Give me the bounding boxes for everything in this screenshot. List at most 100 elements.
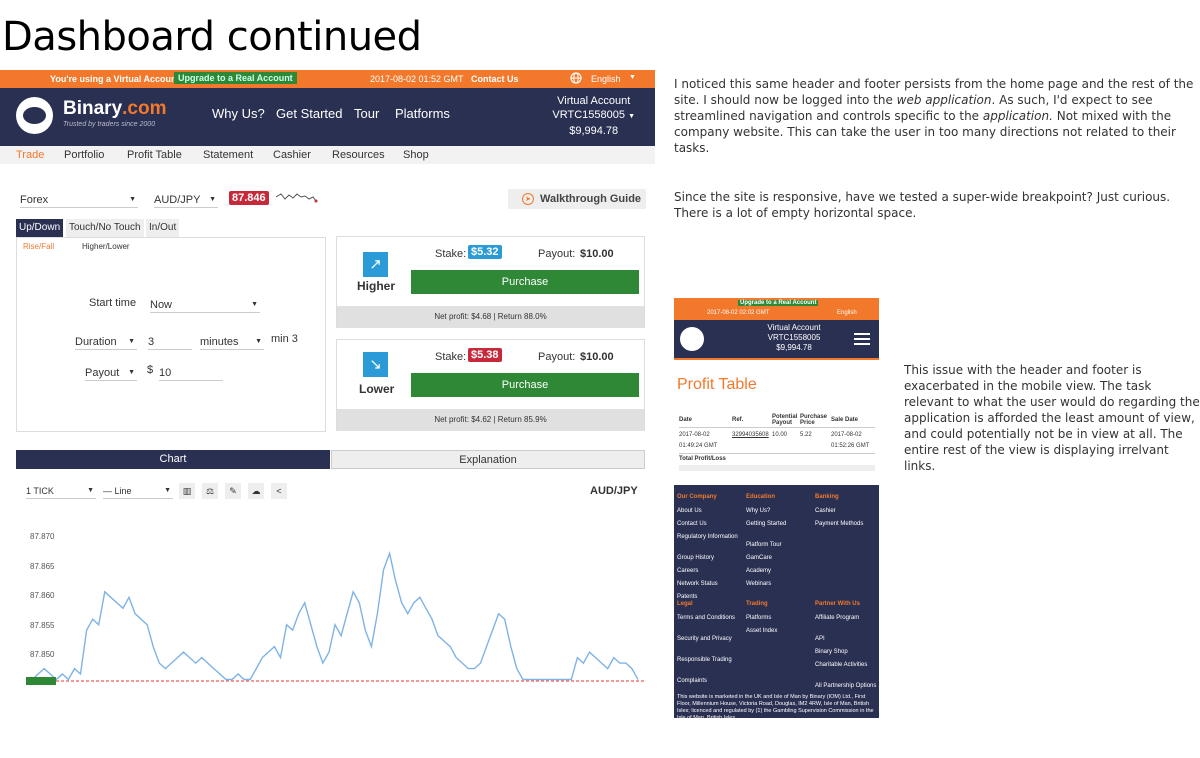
duration-type-select[interactable]: Duration ▼ — [75, 336, 137, 350]
menu-resources[interactable]: Resources — [332, 149, 385, 161]
note-mobile: This issue with the header and footer is… — [904, 363, 1200, 473]
lower-purchase-button[interactable]: Purchase — [411, 373, 639, 397]
tab-explanation[interactable]: Explanation — [331, 450, 645, 469]
higher-purchase-button[interactable]: Purchase — [411, 270, 639, 294]
tab-touch-no-touch[interactable]: Touch/No Touch — [66, 219, 144, 237]
footer-link[interactable]: GamCare — [746, 555, 773, 561]
chevron-down-icon: ▼ — [251, 301, 258, 308]
footer-link[interactable]: Contact Us — [677, 521, 707, 527]
duration-input[interactable]: 3 — [148, 334, 192, 350]
table-cell-ref-link[interactable]: 32994035608 — [732, 432, 769, 438]
footer-link[interactable]: Asset Index — [746, 628, 778, 634]
table-cell: 01:52:26 GMT — [831, 443, 870, 449]
menu-portfolio[interactable]: Portfolio — [64, 149, 105, 161]
mobile-server-time: 2017-08-02 02:02 GMT — [707, 310, 770, 316]
table-scrollbar[interactable] — [679, 465, 875, 471]
menu-trade[interactable]: Trade — [16, 149, 45, 161]
nav-why-us[interactable]: Why Us? — [212, 106, 265, 121]
nav-tour[interactable]: Tour — [354, 106, 380, 121]
col-header-sale-date: Sale Date — [831, 417, 859, 423]
footer-link[interactable]: Platform Tour — [746, 542, 782, 548]
language-select[interactable]: English — [591, 74, 621, 84]
footer-link[interactable]: Binary Shop — [815, 649, 848, 655]
footer-link[interactable]: Security and Privacy — [677, 636, 732, 642]
virtual-account-notice: You're using a Virtual Account. — [50, 74, 182, 84]
higher-stake: $5.32 — [468, 245, 502, 259]
footer-link[interactable]: Regulatory Information — [677, 534, 738, 540]
payout-label: Payout: — [538, 248, 576, 260]
chart-type-select[interactable]: — Line ▼ — [103, 483, 173, 499]
binary-logo-icon[interactable] — [16, 97, 53, 134]
tab-in-out[interactable]: In/Out — [146, 219, 180, 237]
footer-link[interactable]: Webinars — [746, 581, 772, 587]
footer-link[interactable]: Group History — [677, 555, 715, 561]
mobile-upgrade-link[interactable]: Upgrade to a Real Account — [738, 300, 819, 306]
footer-link[interactable]: About Us — [677, 508, 702, 514]
market-select[interactable]: Forex ▼ — [20, 194, 138, 208]
draw-icon[interactable]: ✎ — [225, 483, 241, 499]
mobile-screenshot: Upgrade to a Real Account 2017-08-02 02:… — [674, 298, 879, 718]
mobile-logo-icon[interactable] — [680, 327, 704, 351]
download-icon[interactable]: ☁ — [248, 483, 264, 499]
footer-link[interactable]: Getting Started — [746, 521, 787, 527]
footer-link[interactable]: Payment Methods — [815, 521, 864, 527]
note-breakpoint: Since the site is responsive, have we te… — [674, 190, 1171, 220]
walkthrough-label: Walkthrough Guide — [540, 193, 642, 205]
duration-unit-select[interactable]: minutes ▼ — [200, 336, 264, 350]
footer-link[interactable]: Patents — [677, 594, 698, 600]
menu-shop[interactable]: Shop — [403, 149, 429, 161]
footer-link[interactable]: Network Status — [677, 581, 718, 587]
payout-currency: $ — [147, 364, 154, 376]
menu-profit-table[interactable]: Profit Table — [127, 149, 182, 161]
comparison-icon[interactable]: ⚖ — [202, 483, 218, 499]
stake-label: Stake: — [435, 248, 467, 260]
tick-interval-select[interactable]: 1 TICK ▼ — [26, 483, 96, 499]
menu-cashier[interactable]: Cashier — [273, 149, 311, 161]
chevron-down-icon: ▼ — [209, 196, 216, 203]
nav-get-started[interactable]: Get Started — [276, 106, 343, 121]
tab-chart[interactable]: Chart — [16, 450, 330, 469]
footer-link[interactable]: Cashier — [815, 508, 836, 514]
footer-link[interactable]: API — [815, 636, 825, 642]
upgrade-link[interactable]: Upgrade to a Real Account — [174, 72, 297, 84]
menu-statement[interactable]: Statement — [203, 149, 254, 161]
mobile-language-select[interactable]: English — [837, 310, 857, 316]
footer-link[interactable]: Academy — [746, 568, 772, 574]
table-cell: 5.22 — [800, 432, 812, 438]
footer-link[interactable]: Charitable Activities — [815, 662, 868, 668]
footer-link[interactable]: Why Us? — [746, 508, 771, 514]
footer-link[interactable]: Platforms — [746, 615, 772, 621]
footer-link[interactable]: Careers — [677, 568, 699, 574]
footer-link[interactable]: Responsible Trading — [677, 657, 732, 663]
start-time-select[interactable]: Now ▼ — [150, 299, 260, 313]
footer-link[interactable]: Complaints — [677, 678, 708, 684]
footer-heading: Banking — [815, 494, 839, 500]
payout-amount-input[interactable]: 10 — [159, 365, 223, 381]
indicators-icon[interactable]: ▥ — [179, 483, 195, 499]
walkthrough-guide-button[interactable]: ➤ Walkthrough Guide — [508, 189, 646, 209]
footer-link[interactable]: Terms and Conditions — [677, 615, 736, 621]
table-cell: 2017-08-02 — [831, 432, 862, 438]
arrow-up-icon: ↗ — [363, 252, 388, 277]
footer-link[interactable]: All Partnership Options — [815, 683, 877, 689]
subtab-higher-lower[interactable]: Higher/Lower — [82, 242, 130, 251]
mobile-account-switcher[interactable]: Virtual Account VRTC1558005 $9,994.78 — [767, 323, 821, 352]
higher-payout: $10.00 — [580, 248, 614, 260]
share-icon[interactable]: < — [271, 483, 287, 499]
account-switcher[interactable]: Virtual Account VRTC1558005 ▼ $9,994.78 — [552, 94, 635, 138]
desktop-screenshot: You're using a Virtual Account. Upgrade … — [0, 70, 655, 685]
footer-link[interactable]: Affiliate Program — [815, 615, 860, 621]
price-chart[interactable] — [26, 515, 646, 685]
lower-net-profit: Net profit: $4.62 | Return 85.9% — [337, 409, 644, 431]
subtab-rise-fall[interactable]: Rise/Fall — [23, 242, 55, 251]
lower-payout: $10.00 — [580, 351, 614, 363]
nav-platforms[interactable]: Platforms — [395, 106, 450, 121]
contact-us-link[interactable]: Contact Us — [471, 74, 519, 84]
hamburger-menu-icon[interactable] — [854, 333, 870, 345]
mobile-top-bar: Upgrade to a Real Account 2017-08-02 02:… — [674, 298, 879, 320]
mobile-header: Virtual Account VRTC1558005 $9,994.78 — [674, 320, 879, 358]
underlying-select[interactable]: AUD/JPY ▼ — [154, 194, 218, 208]
tab-up-down[interactable]: Up/Down — [16, 219, 64, 237]
payout-type-select[interactable]: Payout ▼ — [85, 367, 137, 381]
brand-name[interactable]: Binary.com — [63, 98, 167, 119]
